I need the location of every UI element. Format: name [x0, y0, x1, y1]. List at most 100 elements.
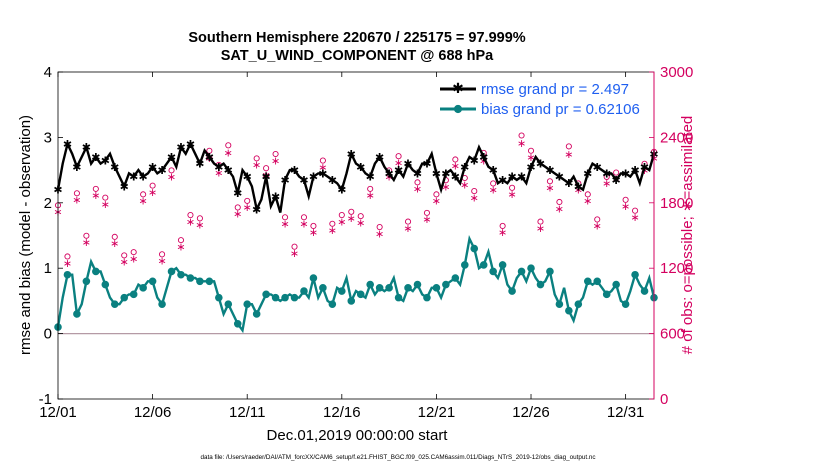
bias-point: [290, 293, 299, 302]
bias-point: [555, 300, 564, 308]
obs-possible-point: [613, 169, 620, 176]
obs-possible-point: [253, 155, 260, 162]
obs-assimilated-point: ∗: [507, 188, 516, 201]
rmse-point: ✱: [460, 161, 469, 174]
obs-possible-point: [272, 150, 279, 158]
obs-assimilated-point: ∗: [526, 151, 535, 164]
legend-bias-label: bias grand pr = 0.62106: [481, 101, 640, 118]
obs-possible-point: [395, 153, 402, 160]
rmse-point: ✱: [441, 167, 450, 180]
rmse-point: ✱: [63, 138, 72, 151]
rmse-point: ✱: [583, 167, 592, 180]
rmse-point: ✱: [479, 151, 488, 164]
obs-possible-point: [348, 208, 355, 215]
y2-tick-label: 0: [660, 391, 668, 408]
bias-point: [328, 300, 337, 308]
bias-point: [205, 277, 214, 286]
rmse-point: ✱: [451, 171, 460, 184]
y-axis-right: 0 600 1200 1800 2400 3000: [649, 64, 693, 408]
y-tick-label: 4: [44, 64, 52, 81]
bias-point: [612, 280, 620, 289]
rmse-point: ✱: [214, 161, 223, 174]
obs-possible-point: [168, 167, 175, 174]
bias-point: [63, 270, 72, 279]
y2-tick-label: 1800: [660, 195, 693, 212]
rmse-point: ✱: [621, 167, 630, 180]
obs-assimilated-point: ∗: [120, 256, 129, 269]
obs-assimilated-point: ∗: [574, 184, 583, 197]
rmse-point: ✱: [82, 141, 91, 154]
rmse-point: ✱: [574, 180, 583, 193]
obs-assimilated-point: ∗: [498, 226, 507, 239]
bias-point: [546, 267, 554, 276]
obs-possible-point: [367, 185, 374, 192]
bias-point: [243, 300, 252, 308]
rmse-point: ✱: [195, 158, 204, 171]
obs-assimilated-point: ∗: [356, 216, 365, 229]
rmse-point: ✱: [403, 158, 412, 171]
bias-point: [356, 290, 365, 299]
bias-point: [470, 244, 479, 253]
obs-assimilated-point: ∗: [630, 211, 639, 224]
obs-assimilated-point: ∗: [82, 236, 91, 249]
obs-assimilated-point: ∗: [441, 180, 450, 193]
obs-possible-point: [556, 198, 563, 206]
bias-point: [271, 293, 280, 302]
footer-data-file: data file: /Users/raeder/DAI/ATM_forcXX/…: [200, 454, 595, 461]
rmse-point: ✱: [252, 203, 261, 216]
y2-tick-label: 1200: [660, 260, 693, 277]
bias-point: [82, 277, 91, 286]
obs-assimilated-point: ∗: [101, 198, 110, 211]
rmse-point: ✱: [394, 164, 403, 177]
rmse-point: ✱: [555, 171, 564, 184]
rmse-point: ✱: [110, 161, 119, 174]
obs-possible-point: [291, 243, 298, 250]
y-axis-label: rmse and bias (model - observation): [17, 115, 34, 355]
obs-possible-point: [565, 143, 572, 150]
rmse-point: ✱: [489, 164, 498, 177]
obs-assimilated-point: ∗: [470, 191, 479, 204]
obs-possible-point: [594, 216, 601, 223]
rmse-point: ✱: [498, 174, 507, 187]
rmse-point: ✱: [120, 180, 129, 193]
rmse-point: ✱: [271, 190, 280, 203]
rmse-point: ✱: [148, 161, 157, 174]
obs-possible-point: [471, 188, 478, 195]
obs-possible-point: [130, 249, 137, 256]
obs-possible-point: [111, 233, 118, 240]
rmse-point: ✱: [413, 167, 422, 180]
obs-possible-point: [140, 191, 147, 198]
obs-possible-point: [73, 190, 80, 197]
bias-point: [460, 261, 469, 269]
y-axis-left: -1 0 1 2 3 4: [39, 64, 63, 408]
obs-possible-point: [423, 209, 431, 216]
bias-point: [583, 277, 592, 286]
chart-title: Southern Hemisphere 220670 / 225175 = 97…: [188, 30, 525, 46]
obs-assimilated-point: ∗: [195, 219, 204, 232]
obs-assimilated-point: ∗: [129, 252, 138, 265]
obs-possible-point: [310, 222, 317, 230]
bias-point: [92, 267, 100, 276]
bias-point: [517, 267, 526, 276]
y2-tick-label: 600: [660, 326, 685, 343]
bias-point: [309, 274, 318, 282]
x-tick-label: 12/26: [512, 404, 550, 421]
obs-assimilated-point: ∗: [413, 183, 422, 196]
bias-point: [110, 300, 119, 308]
bias-point: [300, 287, 308, 295]
x-tick-label: 12/01: [39, 404, 77, 421]
obs-possible-point: [206, 147, 213, 154]
obs-assimilated-point: ∗: [318, 161, 327, 174]
rmse-point: ✱: [602, 167, 611, 180]
y-tick-label: 1: [44, 260, 52, 277]
obs-possible-point: [64, 253, 71, 260]
x-tick-label: 12/06: [134, 404, 172, 421]
legend-bias-marker: [453, 104, 463, 114]
chart-subtitle: SAT_U_WIND_COMPONENT @ 688 hPa: [221, 48, 494, 64]
bias-point: [479, 261, 488, 269]
rmse-point: ✱: [318, 167, 327, 180]
obs-assimilated-point: ∗: [176, 240, 185, 253]
obs-assimilated-point: ∗: [186, 215, 195, 228]
bias-point: [139, 284, 147, 292]
bias-point: [536, 280, 545, 289]
